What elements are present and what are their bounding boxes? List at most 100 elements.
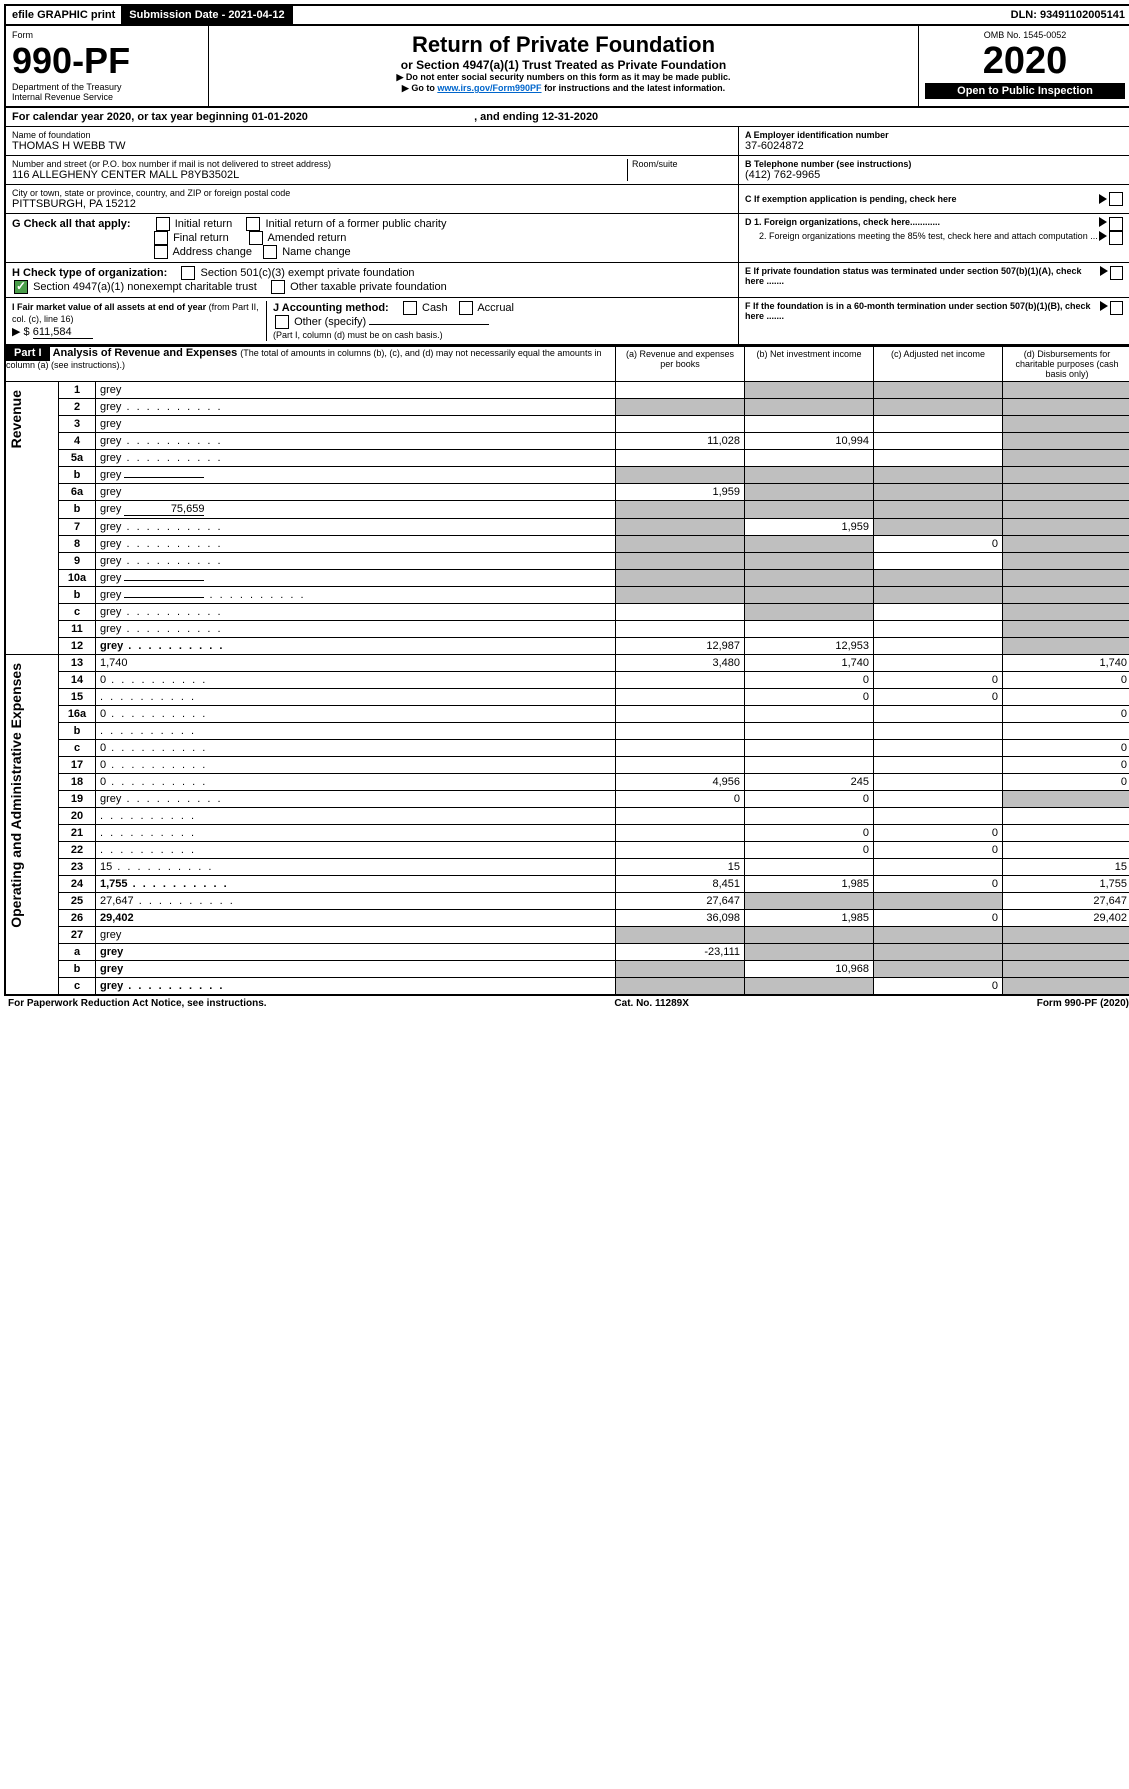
table-row: 241,7558,4511,98501,755: [5, 876, 1129, 893]
j-other-checkbox[interactable]: [275, 315, 289, 329]
cell-value: [616, 672, 745, 689]
j-cash: Cash: [422, 302, 448, 314]
section-label: Revenue: [6, 382, 26, 456]
cell-value: 15: [616, 859, 745, 876]
cell-grey: [745, 467, 874, 484]
cell-grey: [745, 944, 874, 961]
cell-grey: [1003, 604, 1129, 621]
cell-value: [874, 450, 1003, 467]
d2-checkbox[interactable]: [1109, 231, 1123, 245]
cell-value: 0: [874, 876, 1003, 893]
entity-row-3: City or town, state or province, country…: [4, 185, 1129, 214]
table-row: 3grey: [5, 416, 1129, 433]
cell-grey: [1003, 553, 1129, 570]
row-desc: 0: [96, 706, 616, 723]
g-final-checkbox[interactable]: [154, 231, 168, 245]
col-c-hdr: (c) Adjusted net income: [874, 347, 1003, 382]
cell-value: 3,480: [616, 655, 745, 672]
arrow-icon: [1100, 266, 1108, 276]
city-value: PITTSBURGH, PA 15212: [12, 198, 732, 210]
table-row: 2100: [5, 825, 1129, 842]
row-num: 8: [59, 536, 96, 553]
d1-checkbox[interactable]: [1109, 217, 1123, 231]
cell-value: 0: [1003, 672, 1129, 689]
entity-row-1: Name of foundation THOMAS H WEBB TW A Em…: [4, 127, 1129, 156]
table-row: 9grey: [5, 553, 1129, 570]
form-link[interactable]: www.irs.gov/Form990PF: [437, 83, 541, 93]
table-row: 1500: [5, 689, 1129, 706]
row-desc: 29,402: [96, 910, 616, 927]
cell-value: [745, 859, 874, 876]
g-amended-checkbox[interactable]: [249, 231, 263, 245]
c-checkbox[interactable]: [1109, 192, 1123, 206]
j-other-line: [369, 324, 489, 325]
j-cash-checkbox[interactable]: [403, 301, 417, 315]
cell-grey: [616, 519, 745, 536]
tax-year: 2020: [925, 40, 1125, 83]
table-row: 1700: [5, 757, 1129, 774]
cell-grey: [745, 536, 874, 553]
row-num: c: [59, 978, 96, 996]
addr-value: 116 ALLEGHENY CENTER MALL P8YB3502L: [12, 169, 627, 181]
f-checkbox[interactable]: [1110, 301, 1123, 315]
row-num: b: [59, 961, 96, 978]
h-501-checkbox[interactable]: [181, 266, 195, 280]
g-address-checkbox[interactable]: [154, 245, 168, 259]
cell-grey: [616, 927, 745, 944]
cell-value: 1,740: [745, 655, 874, 672]
cell-grey: [1003, 416, 1129, 433]
table-row: 1804,9562450: [5, 774, 1129, 791]
cell-grey: [874, 399, 1003, 416]
cell-grey: [874, 944, 1003, 961]
row-num: 14: [59, 672, 96, 689]
table-row: 2grey: [5, 399, 1129, 416]
table-row: 11grey: [5, 621, 1129, 638]
cell-value: [874, 416, 1003, 433]
table-row: bgrey: [5, 467, 1129, 484]
cell-value: [874, 808, 1003, 825]
cell-value: 15: [1003, 859, 1129, 876]
row-num: 26: [59, 910, 96, 927]
cell-value: [1003, 723, 1129, 740]
row-desc: grey: [96, 927, 616, 944]
table-row: agrey-23,111: [5, 944, 1129, 961]
table-row: 19grey00: [5, 791, 1129, 808]
cell-value: 1,959: [745, 519, 874, 536]
table-row: cgrey: [5, 604, 1129, 621]
i-value: 611,584: [33, 326, 93, 339]
cell-value: [874, 433, 1003, 450]
cell-grey: [874, 587, 1003, 604]
row-desc: [96, 808, 616, 825]
footer: For Paperwork Reduction Act Notice, see …: [4, 996, 1129, 1011]
cell-grey: [1003, 467, 1129, 484]
cell-value: [745, 757, 874, 774]
row-num: 5a: [59, 450, 96, 467]
g-name-checkbox[interactable]: [263, 245, 277, 259]
h-other-checkbox[interactable]: [271, 280, 285, 294]
cell-value: 11,028: [616, 433, 745, 450]
e-checkbox[interactable]: [1110, 266, 1123, 280]
table-row: 4grey11,02810,994: [5, 433, 1129, 450]
cell-value: [874, 621, 1003, 638]
cell-grey: [745, 570, 874, 587]
table-row: Revenue1grey: [5, 382, 1129, 399]
cell-value: 0: [745, 672, 874, 689]
cell-grey: [616, 570, 745, 587]
h-4947-checkbox[interactable]: [14, 280, 28, 294]
cell-value: [874, 774, 1003, 791]
cell-grey: [874, 484, 1003, 501]
j-accrual-checkbox[interactable]: [459, 301, 473, 315]
cell-value: 0: [745, 825, 874, 842]
g-initial-checkbox[interactable]: [156, 217, 170, 231]
cell-grey: [616, 501, 745, 519]
j-accrual: Accrual: [477, 302, 514, 314]
cell-grey: [1003, 961, 1129, 978]
instr-2a: ▶ Go to: [402, 83, 437, 93]
g-initial-public-checkbox[interactable]: [246, 217, 260, 231]
cell-value: 10,994: [745, 433, 874, 450]
cell-value: 0: [616, 791, 745, 808]
table-row: 20: [5, 808, 1129, 825]
cell-grey: [1003, 621, 1129, 638]
cell-value: 0: [745, 689, 874, 706]
row-desc: 0: [96, 774, 616, 791]
